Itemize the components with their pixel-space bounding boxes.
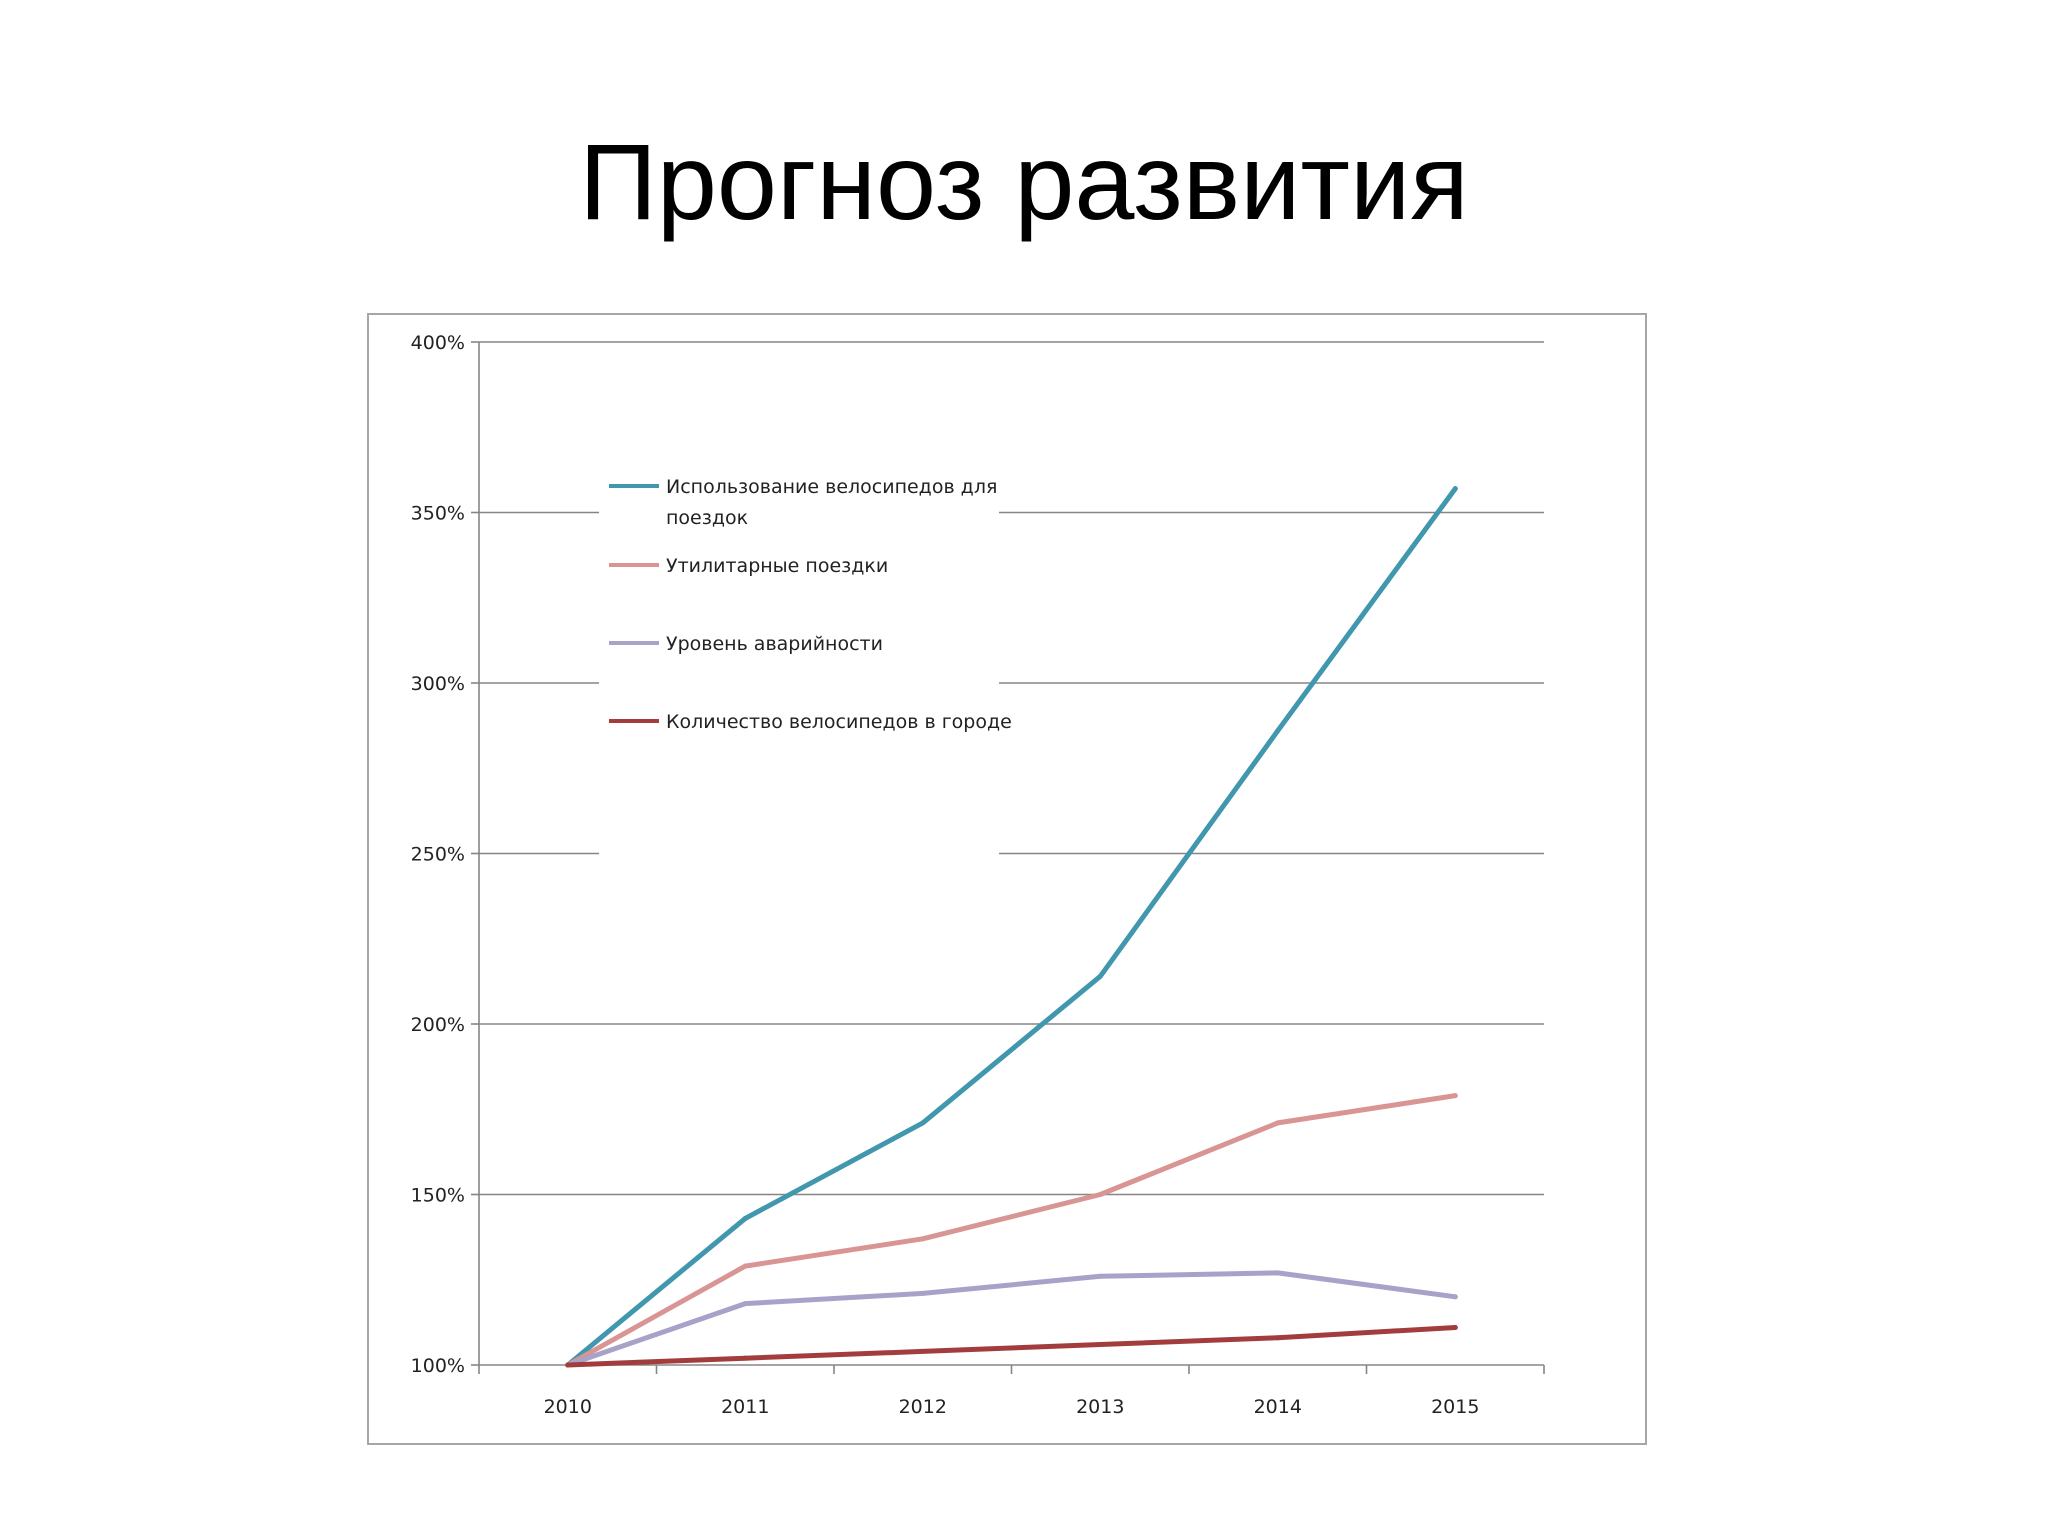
line-chart: 100% 150% 200% 250% 300% 350% 400% 2010 2011 2012…	[411, 332, 1545, 1418]
axes: 100% 150% 200% 250% 300% 350% 400% 2010 2011 2012…	[411, 332, 1545, 1418]
y-tick-label: 100%	[411, 1355, 465, 1377]
data-point	[1097, 1342, 1103, 1348]
data-point	[1275, 1270, 1281, 1276]
legend-item: Количество велосипедов в городе	[609, 711, 1012, 733]
legend-item: Утилитарные поездки	[609, 555, 888, 577]
data-point	[742, 1355, 748, 1361]
series-path	[565, 486, 1458, 1368]
y-tick-label: 400%	[411, 332, 465, 354]
x-tick-label: 2013	[1076, 1396, 1124, 1418]
legend-label: Количество велосипедов в городе	[666, 711, 1012, 733]
series-path	[565, 1325, 1458, 1368]
y-tick-label: 150%	[411, 1185, 465, 1207]
legend-label: Уровень аварийности	[666, 633, 883, 655]
data-point	[920, 1120, 926, 1126]
legend-background	[599, 440, 999, 1010]
data-point	[1452, 1093, 1458, 1099]
x-tick-label: 2010	[544, 1396, 592, 1418]
data-point	[1275, 1120, 1281, 1126]
data-point	[1097, 1273, 1103, 1279]
y-tick-label: 300%	[411, 673, 465, 695]
legend-label: Утилитарные поездки	[666, 555, 888, 577]
data-point	[565, 1362, 571, 1368]
legend-label: Использование велосипедов для	[666, 476, 997, 498]
data-point	[1097, 973, 1103, 979]
x-tick-label: 2011	[721, 1396, 769, 1418]
data-point	[742, 1263, 748, 1269]
y-tick-label: 250%	[411, 844, 465, 866]
series-path	[565, 1270, 1458, 1368]
chart-frame: 100% 150% 200% 250% 300% 350% 400% 2010 2011 2012…	[367, 313, 1647, 1445]
data-point	[1097, 1192, 1103, 1197]
legend-item: Уровень аварийности	[609, 633, 883, 655]
y-tick-label: 200%	[411, 1014, 465, 1036]
x-tick-label: 2012	[899, 1396, 947, 1418]
legend-item: Использование велосипедов для поездок	[609, 476, 997, 529]
series-path	[565, 1093, 1458, 1368]
x-tick-label: 2014	[1254, 1396, 1302, 1418]
data-point	[1452, 1324, 1458, 1330]
series-line	[565, 1093, 1458, 1368]
data-point	[742, 1215, 748, 1221]
slide-title: Прогноз развития	[579, 121, 1469, 242]
data-point	[920, 1236, 926, 1242]
data-point	[1452, 1294, 1458, 1300]
series-line	[565, 1270, 1458, 1368]
data-point	[920, 1290, 926, 1296]
x-tick-label: 2015	[1431, 1396, 1479, 1418]
data-point	[1452, 486, 1458, 492]
data-point	[742, 1301, 748, 1307]
series-line	[565, 1324, 1458, 1368]
legend-label: поездок	[666, 507, 748, 529]
data-point	[1275, 728, 1281, 734]
y-tick-label: 350%	[411, 503, 465, 525]
series-lines	[565, 486, 1458, 1368]
data-point	[920, 1348, 926, 1354]
legend: Использование велосипедов для поездок Утил…	[599, 440, 1012, 1010]
data-point	[1275, 1335, 1281, 1341]
